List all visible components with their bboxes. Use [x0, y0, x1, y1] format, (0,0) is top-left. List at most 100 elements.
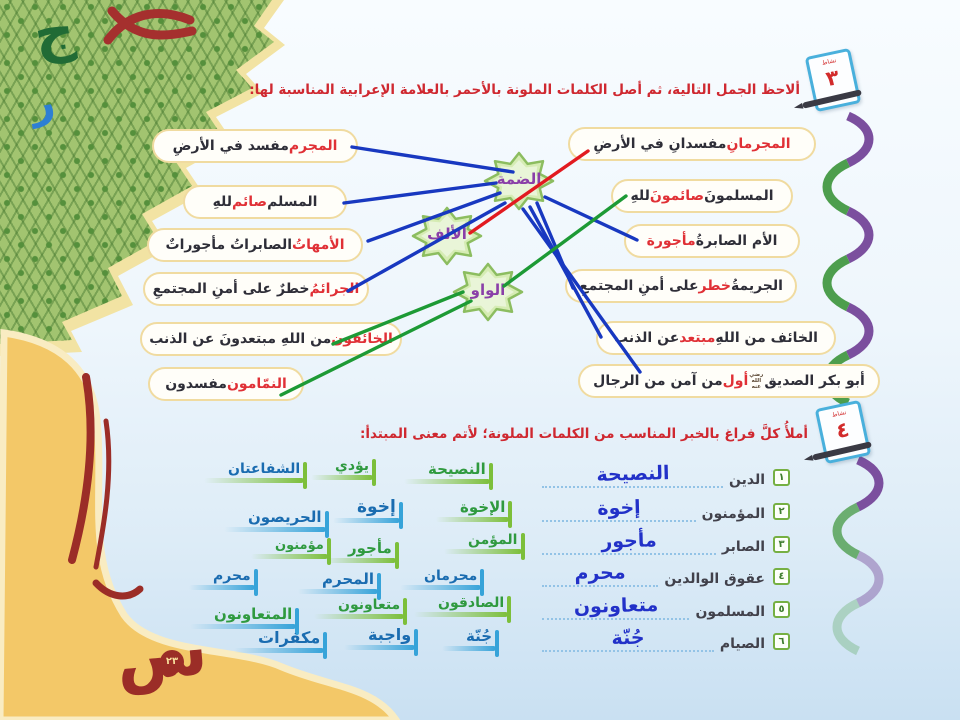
sentence-text: الجريمةُ [730, 278, 783, 294]
red-word: النمّامون [226, 376, 287, 392]
exercise4-title: أملأُ كلَّ فراغ بالخبر المناسب من الكلما… [359, 426, 808, 442]
row-number-badge: ١ [773, 469, 790, 486]
sentence-bubble-left[interactable]: الأمهاتُ الصابراتُ مأجوراتٌ [147, 228, 363, 262]
red-word: مأجورة [646, 233, 696, 249]
word-bank-word: محرمان [424, 568, 478, 584]
sentence-text: أبو بكر الصديق [764, 373, 865, 390]
underline-tick [376, 573, 381, 600]
sentence-bubble-right[interactable]: المسلمونَ صائمونَ للهِ [611, 179, 793, 213]
grammar-mark-label: الواو [470, 281, 506, 299]
word-bank-word: يؤدي [335, 458, 370, 474]
sentence-text: الخائف من اللهِ [715, 330, 818, 346]
word-bank-item[interactable]: النصيحة [404, 460, 493, 490]
exercise3-note-icon: نشاط ٣ [802, 47, 874, 130]
sentence-bubble-left[interactable]: الجرائمُ خطرٌ على أمنِ المجتمعِ [143, 272, 369, 306]
word-bank-item[interactable]: مكفرات [234, 628, 328, 659]
sentence-bubble-left[interactable]: المجرم مفسد في الأرضِ [152, 129, 358, 163]
word-bank-word: جُنّة [466, 627, 493, 645]
underline-tick [414, 629, 419, 656]
row-subject: المؤمنون [701, 506, 765, 522]
word-bank-word: الشفاعتان [228, 461, 301, 477]
sentence-text: من اللهِ مبتعدونَ عن الذنب [149, 331, 332, 347]
word-bank-item[interactable]: جُنّة [442, 627, 500, 657]
grammar-mark-badge[interactable]: الواو [452, 261, 524, 323]
word-bank-item[interactable]: المحرم [298, 570, 381, 600]
word-bank-word: واجبة [368, 625, 412, 644]
red-word: مبتعد [679, 330, 716, 346]
underline-tick [323, 632, 328, 659]
answer-blank[interactable]: النصيحة [542, 462, 723, 488]
underline-tick [403, 598, 408, 625]
underline-tick [507, 596, 512, 623]
sentence-bubble-left[interactable]: النمّامون مفسدون [148, 367, 304, 401]
red-word: المجرم [288, 138, 338, 154]
exercise4-note-icon: نشاط ٤ [812, 399, 884, 482]
underline-bar [344, 645, 416, 650]
grammar-mark-badge[interactable]: الضمة [483, 150, 555, 212]
sentence-bubble-right[interactable]: المجرمانِ مفسدانِ في الأرضِ [568, 127, 816, 161]
sentence-bubble-left[interactable]: المسلم صائم للهِ [183, 185, 347, 219]
sentence-bubble-left[interactable]: الخائفون من اللهِ مبتعدونَ عن الذنب [140, 322, 402, 356]
red-word: المجرمانِ [726, 136, 791, 152]
red-word: أول [722, 373, 749, 390]
underline-bar [298, 589, 378, 594]
row-subject: الدين [729, 472, 765, 488]
word-bank-word: المتعاونون [214, 605, 293, 623]
answer-blank[interactable]: متعاونون [542, 593, 690, 620]
answer-text: متعاونون [573, 593, 659, 619]
fill-row: ١ الدين النصيحة [542, 458, 790, 488]
sentence-text: عن الذنب [614, 330, 680, 346]
red-word: الجرائمُ [309, 281, 360, 297]
word-bank-word: إخوة [357, 497, 396, 517]
word-bank-item[interactable]: محرم [189, 568, 258, 596]
sentence-bubble-right[interactable]: أبو بكر الصديق رضي الله عنه أول من آمن من… [578, 364, 880, 399]
sentence-text: المسلم [267, 194, 318, 210]
word-bank-item[interactable]: الشفاعتان [204, 461, 308, 489]
underline-tick [372, 459, 377, 486]
answer-text: جُنّة [611, 626, 645, 650]
word-bank-word: المحرم [322, 570, 374, 588]
sentence-bubble-right[interactable]: الجريمةُ خطر على أمنِ المجتمعِ [565, 269, 797, 303]
red-word: الأمهاتُ [292, 237, 345, 253]
underline-tick [480, 569, 485, 596]
underline-tick [488, 463, 493, 490]
word-bank-item[interactable]: الإخوة [436, 498, 513, 528]
answer-blank[interactable]: جُنّة [542, 626, 714, 652]
word-bank-item[interactable]: المتعاونون [190, 605, 300, 635]
underline-tick [303, 462, 308, 489]
sentence-bubble-right[interactable]: الخائف من اللهِ مبتعد عن الذنب [596, 321, 836, 355]
word-bank-item[interactable]: إخوة [333, 497, 403, 529]
word-bank-item[interactable]: الحريصون [224, 508, 329, 538]
underline-bar [444, 549, 522, 554]
underline-bar [333, 518, 400, 523]
answer-text: النصيحة [595, 462, 670, 486]
underline-bar [190, 624, 297, 629]
word-bank-item[interactable]: محرمان [400, 568, 485, 596]
grammar-mark-badge[interactable]: الألف [411, 205, 483, 267]
underline-tick [508, 501, 513, 528]
word-bank-item[interactable]: مؤمنون [251, 538, 331, 565]
word-bank-item[interactable]: متعاونون [314, 597, 408, 625]
word-bank-item[interactable]: واجبة [344, 625, 419, 656]
fill-row: ٦ الصيام جُنّة [542, 622, 790, 652]
answer-blank[interactable]: إخوة [542, 496, 696, 522]
underline-bar [400, 585, 482, 590]
word-bank-item[interactable]: الصادقون [414, 595, 512, 623]
underline-tick [495, 630, 500, 657]
answer-text: إخوة [596, 496, 641, 520]
match-line-blue[interactable] [342, 181, 498, 205]
word-bank-word: الإخوة [460, 498, 506, 516]
word-bank-word: مأجور [348, 539, 392, 557]
answer-text: مأجور [600, 529, 657, 553]
word-bank-item[interactable]: المؤمن [444, 532, 525, 560]
word-bank-item[interactable]: مأجور [324, 539, 399, 569]
answer-blank[interactable]: محرم [542, 561, 659, 587]
underline-tick [398, 502, 403, 529]
sentence-text: المسلمونَ [704, 188, 774, 204]
word-bank-word: النصيحة [428, 460, 486, 478]
answer-blank[interactable]: مأجور [542, 529, 716, 555]
sentence-bubble-right[interactable]: الأم الصابرةُ مأجورة [624, 224, 800, 258]
grammar-mark-label: الضمة [496, 170, 542, 188]
word-bank-item[interactable]: يؤدي [311, 458, 377, 486]
